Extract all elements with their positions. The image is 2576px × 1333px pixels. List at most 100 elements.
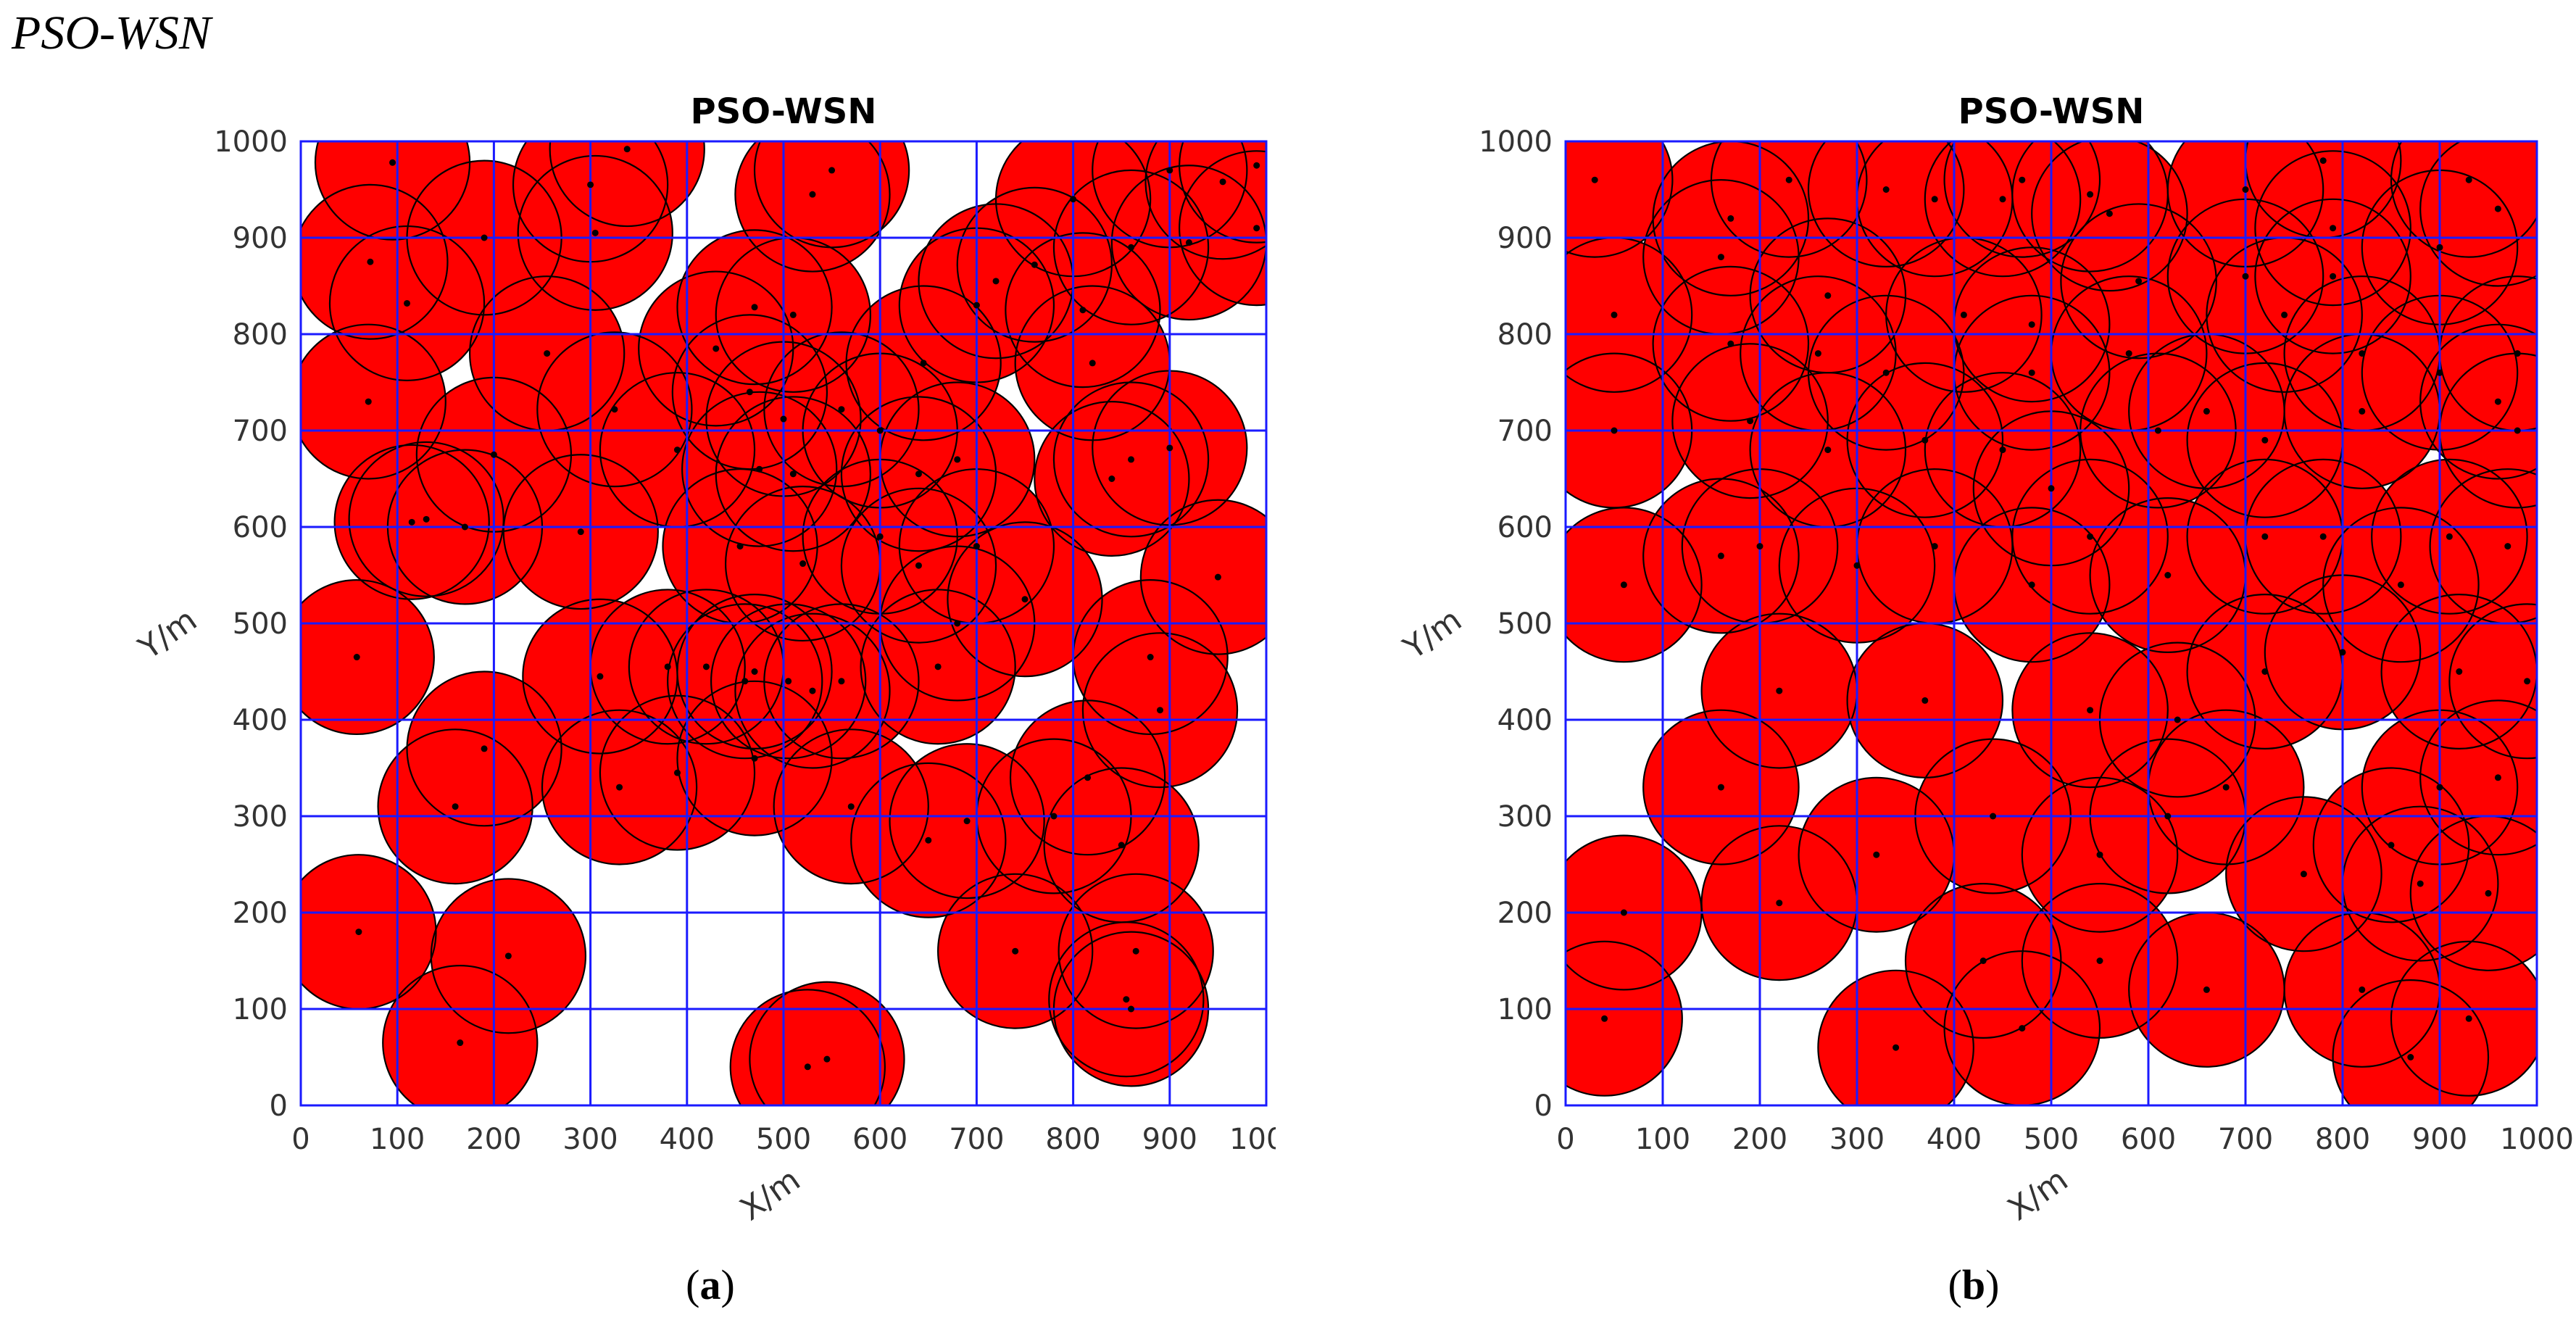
sensor-node [1079,307,1087,314]
sensor-node [963,818,971,825]
sensor-node [751,755,758,762]
sensor-node [876,533,884,540]
y-tick-label: 600 [233,511,288,544]
y-tick-label: 700 [233,415,288,448]
sensor-node [2436,244,2443,251]
sensor-node [1031,261,1038,268]
sensor-node [2330,273,2337,280]
coverage-disk [383,966,538,1105]
y-tick-label: 100 [1497,993,1553,1026]
coverage-disk [1566,941,1682,1096]
sensor-node [954,620,961,627]
sensor-node [2504,543,2511,550]
sensor-node [2203,407,2210,415]
sensor-node [2388,842,2395,849]
coverage-outline [1009,699,1166,856]
sensor-node [992,278,1000,285]
sensor-node [673,447,681,454]
sensor-node [2494,205,2501,212]
sensor-node [504,952,512,960]
sensor-node [2096,958,2103,964]
coverage-outline [2390,141,2537,258]
sensor-node [1999,447,2006,454]
sensor-node [2319,157,2327,165]
sensor-node [1214,573,1221,581]
coverage-disk [301,855,436,1009]
coverage-outline [845,285,1002,441]
coverage-outline [1943,141,2101,258]
sensor-node [616,784,623,791]
sensor-node [2028,369,2035,376]
coverage-outline [860,589,1016,745]
sensor-node [2465,1015,2472,1022]
sensor-node [1147,654,1154,661]
coverage-outline [430,878,587,1034]
coverage-outline [715,396,871,552]
coverage-outline [840,396,997,552]
x-tick-label: 300 [562,1123,618,1156]
sensor-node [809,687,816,694]
sensor-node [2330,225,2337,232]
coverage-outline [1081,632,1239,789]
coverage-outline [937,873,1094,1029]
y-tick-label: 600 [1497,511,1553,544]
sensor-node [1979,958,1987,964]
coverage-disk [301,324,446,479]
sensor-node [2485,889,2492,897]
x-tick-label: 300 [1829,1123,1885,1156]
sensor-node [973,302,980,309]
sensor-node [2514,350,2521,357]
y-tick-label: 800 [1497,318,1553,352]
x-tick-label: 1000 [2500,1123,2574,1156]
sensor-node [780,415,787,423]
sensor-node [1128,244,1135,251]
coverage-outline [2448,603,2537,760]
sensor-node [1611,427,1618,434]
sensor-node [389,159,396,166]
sensor-node [1727,340,1734,347]
coverage-outline [840,487,997,644]
x-tick-label: 800 [2315,1123,2370,1156]
sensor-node [2106,210,2113,217]
sensor-node [2087,533,2094,540]
sensor-node [408,518,415,526]
coverage-outline [382,965,539,1105]
coverage-outline [734,612,891,769]
y-tick-label: 200 [1497,897,1553,930]
coverage-outline [1005,232,1161,389]
sensor-node [623,146,631,153]
sensor-node [2436,369,2443,376]
coverage-outline [1034,400,1190,557]
coverage-outline [1179,150,1266,307]
sensor-node [1601,1015,1608,1022]
sensor-node [2436,784,2443,791]
coverage-outline [1924,141,2082,278]
coverage-outline [377,728,533,885]
coverage-outline [549,141,705,228]
sensor-node [1921,436,1929,444]
sensor-node [702,663,710,670]
sensor-node [457,1039,464,1047]
sensor-node [1921,697,1929,704]
coverage-outline [889,743,1045,900]
x-tick-label: 0 [1556,1123,1574,1156]
sensor-node [2446,533,2453,540]
sensor-node [1166,444,1173,452]
coverage-outline [406,670,562,827]
sensor-node [1219,178,1226,186]
sensor-node [1873,851,1880,858]
x-tick-label: 600 [2121,1123,2176,1156]
coverage-outline [763,331,920,488]
coverage-outline [1846,362,2004,518]
sensor-node [1050,813,1058,820]
sensor-node [1084,774,1092,781]
y-tick-label: 1000 [214,125,288,159]
sensor-node [915,470,922,478]
y-tick-label: 0 [1534,1089,1553,1123]
coverage-outline [301,323,446,480]
sensor-node [838,406,845,413]
x-tick-label: 500 [2024,1123,2079,1156]
sensor-node [2300,871,2307,878]
sensor-node [789,311,797,318]
sensor-node [1132,947,1139,955]
